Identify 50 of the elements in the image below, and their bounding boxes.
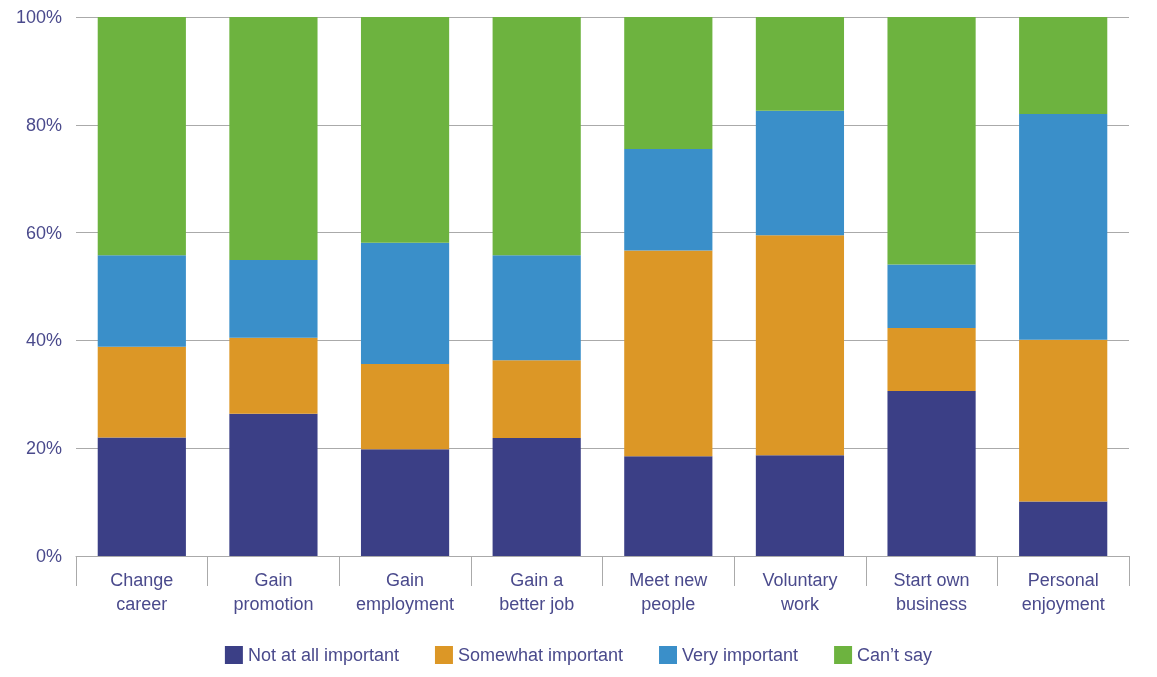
bar [624,17,713,150]
y-tick-label: 0% [35,546,62,566]
bar [624,149,713,251]
x-tick-label: Change career [110,570,174,614]
bar [887,17,976,265]
y-tick-label: 20% [25,438,62,459]
bar [97,255,186,347]
x-tick-label: Meet new people [629,570,709,614]
bar [360,17,450,243]
bar [229,413,318,556]
y-tick-label: 40% [25,330,62,351]
bar [755,455,845,556]
x-tick-label: Gain a better job [499,570,575,614]
x-tick-label: Gain promotion [233,570,314,614]
bar [97,17,186,256]
bar [360,364,450,450]
y-tick-label: 100% [15,7,62,27]
bar [624,250,713,457]
legend-label: Very important [682,645,799,665]
bar [887,264,976,328]
bar [229,337,318,414]
bar [360,449,450,556]
bar [624,456,713,556]
bar [492,360,581,438]
legend-label: Not at all important [247,645,399,665]
bar [97,437,186,556]
bar [1019,17,1108,115]
bar [1019,501,1108,556]
bar [755,235,845,456]
bar [887,328,976,392]
bar [755,110,845,236]
bar [492,255,581,361]
bar [492,437,581,556]
x-tick-label: Gain employment [356,570,455,614]
y-tick-label: 60% [25,222,62,243]
bar [887,391,976,556]
x-tick-label: Start own business [893,570,970,614]
bar [97,346,186,438]
bar [229,17,318,261]
legend-label: Can’t say [857,645,933,665]
bar [360,242,450,365]
bar [1019,339,1108,502]
x-tick-label: Voluntary work [762,570,838,614]
bar [755,17,845,111]
bar [1019,114,1108,340]
y-tick-label: 80% [25,114,62,135]
bar [229,260,318,338]
bar [492,17,581,256]
legend-label: Somewhat important [457,645,624,665]
x-tick-label: Personal enjoyment [1021,570,1105,614]
